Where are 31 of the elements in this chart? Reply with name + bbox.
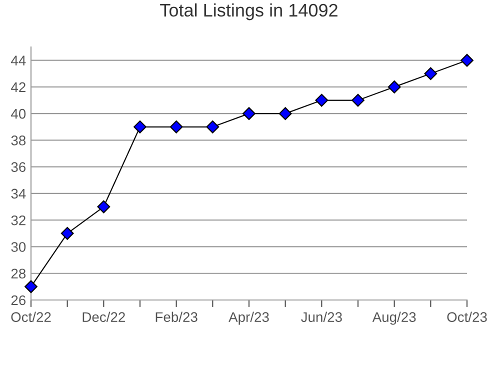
y-tick-label: 30 — [11, 242, 26, 252]
point — [170, 120, 183, 134]
y-tick-label: 28 — [11, 268, 26, 279]
y-tick-label: 40 — [11, 108, 26, 119]
point — [460, 54, 474, 67]
point — [424, 67, 438, 80]
y-tick-label: 42 — [11, 82, 26, 92]
x-tick-label: Oct/23 — [447, 312, 487, 322]
y-tick-label: 34 — [11, 188, 26, 199]
point — [60, 226, 74, 240]
point — [352, 94, 364, 107]
x-tick-label: Jun/23 — [301, 312, 342, 322]
x-tick-label: Apr/23 — [228, 312, 269, 325]
y-tick-label: 44 — [11, 56, 26, 66]
y-tick-label: 26 — [11, 295, 26, 306]
chart-title: Total Listings in 14092 — [160, 3, 338, 20]
point — [388, 80, 401, 94]
y-tick-label: 36 — [11, 162, 26, 172]
x-tick-label: Feb/23 — [156, 312, 198, 322]
point — [242, 107, 256, 120]
y-tick-label: 38 — [11, 136, 26, 146]
point — [97, 200, 110, 214]
x-tick-label: Oct/22 — [11, 312, 51, 322]
point — [315, 94, 328, 107]
point — [134, 120, 146, 134]
x-tick-label: Aug/23 — [372, 312, 416, 325]
y-tick-label: 32 — [11, 215, 26, 226]
point — [278, 107, 292, 120]
point — [24, 280, 38, 294]
point — [206, 120, 220, 134]
x-tick-label: Dec/22 — [82, 312, 125, 322]
